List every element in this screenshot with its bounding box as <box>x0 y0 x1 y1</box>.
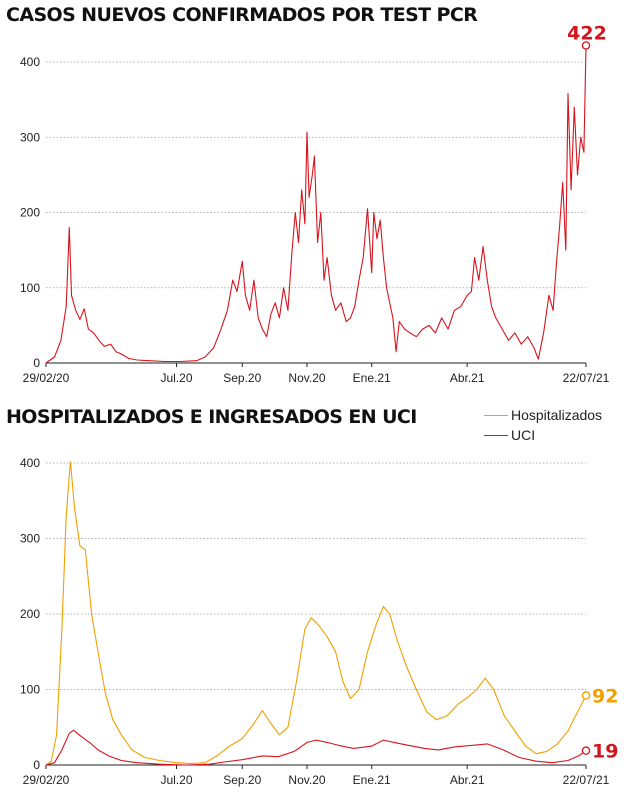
legend-item-hospitalizados: Hospitalizados <box>484 405 602 425</box>
c2-series-line-uci <box>45 729 587 766</box>
c2-ytick-label: 100 <box>20 683 40 697</box>
legend-label-uci: UCI <box>511 427 536 443</box>
c1-xtick-label: Jul.20 <box>160 371 192 385</box>
c2-xtick-label: Sep.20 <box>223 773 261 787</box>
c2-ytick-label: 0 <box>33 758 40 772</box>
c2-ytick-label: 300 <box>20 532 40 546</box>
c1-ytick-label: 400 <box>20 55 40 69</box>
chart2-title: HOSPITALIZADOS E INGRESADOS EN UCI <box>6 406 417 428</box>
c2-xtick-label: Jul.20 <box>160 773 192 787</box>
chart2-legend: Hospitalizados UCI <box>484 405 602 445</box>
chart1-title: CASOS NUEVOS CONFIRMADOS POR TEST PCR <box>6 4 478 26</box>
legend-label-hospitalizados: Hospitalizados <box>511 407 603 423</box>
c2-ytick-label: 200 <box>20 607 40 621</box>
c2-xtick-label: Abr.21 <box>450 773 485 787</box>
c1-ytick-label: 100 <box>20 281 40 295</box>
c1-ytick-label: 0 <box>33 356 40 370</box>
c2-ytick-label: 400 <box>20 456 40 470</box>
c1-xtick-label: Sep.20 <box>223 371 261 385</box>
c2-xtick-label: Ene.21 <box>353 773 391 787</box>
c2-end-value-label: 19 <box>592 741 618 763</box>
c2-end-marker <box>581 691 591 700</box>
c2-xtick-label: 22/07/21 <box>563 773 610 787</box>
chart1-plot: 0 100 200 300 400 29/02/20 Jul.20 Sep.20 Nov.20 E… <box>20 22 610 385</box>
c1-series-line-casos <box>45 45 587 364</box>
legend-item-uci: UCI <box>484 425 602 445</box>
c1-ytick-label: 200 <box>20 206 40 220</box>
c2-xtick-label: Nov.20 <box>288 773 325 787</box>
legend-swatch-uci <box>484 434 508 436</box>
legend-swatch-hospitalizados <box>484 414 508 416</box>
c1-xtick-label: Nov.20 <box>288 371 325 385</box>
c1-end-value-label: 422 <box>567 22 607 44</box>
c1-xtick-label: Abr.21 <box>450 371 485 385</box>
c1-ytick-label: 300 <box>20 130 40 144</box>
c2-end-value-label: 92 <box>592 686 618 708</box>
c1-xtick-label: Ene.21 <box>353 371 391 385</box>
c1-xtick-label: 22/07/21 <box>563 371 610 385</box>
c1-end-marker <box>581 41 591 50</box>
c2-series-line-hospitalizados <box>45 460 587 766</box>
c2-end-marker <box>581 746 591 755</box>
c2-xtick-label: 29/02/20 <box>23 773 70 787</box>
c1-xtick-label: 29/02/20 <box>23 371 70 385</box>
